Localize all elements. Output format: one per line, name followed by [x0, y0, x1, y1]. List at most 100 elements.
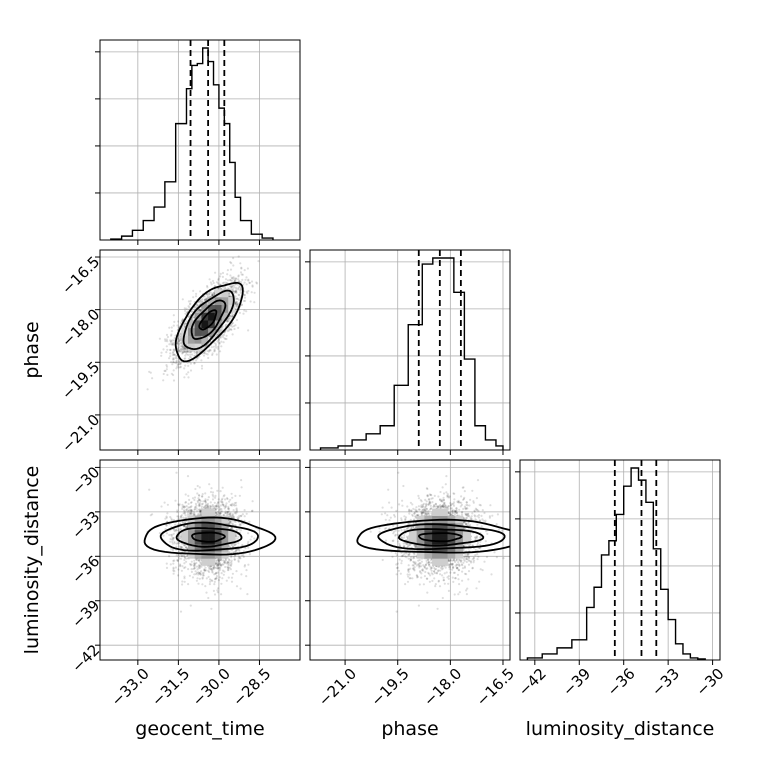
sample-point	[224, 565, 227, 569]
sample-point	[182, 345, 185, 348]
sample-point	[243, 309, 246, 312]
sample-point	[241, 273, 244, 276]
sample-point	[177, 542, 180, 545]
sample-point	[191, 576, 195, 579]
sample-point	[220, 559, 223, 562]
sample-point	[186, 511, 189, 514]
sample-point	[217, 579, 220, 582]
sample-point	[178, 503, 181, 506]
sample-point	[170, 342, 173, 345]
sample-point	[242, 299, 245, 303]
sample-point	[187, 305, 190, 308]
sample-point	[225, 334, 228, 337]
sample-point	[231, 526, 234, 529]
sample-point	[234, 550, 237, 553]
sample-point	[168, 326, 171, 329]
sample-point	[186, 475, 190, 478]
sample-point	[198, 502, 201, 505]
sample-point	[213, 565, 216, 568]
sample-point	[235, 300, 238, 303]
sample-point	[245, 512, 248, 515]
sample-point	[203, 351, 206, 355]
sample-point	[207, 496, 210, 499]
sample-point	[179, 321, 182, 325]
sample-point	[235, 535, 238, 538]
sample-point	[172, 537, 175, 540]
sample-point	[213, 580, 216, 584]
sample-point	[228, 521, 231, 525]
sample-point	[176, 340, 179, 343]
sample-point	[175, 357, 178, 360]
sample-point	[149, 514, 152, 517]
sample-point	[215, 563, 218, 566]
sample-point	[172, 357, 175, 360]
sample-point	[232, 277, 235, 280]
sample-point	[211, 568, 214, 572]
sample-point	[243, 565, 246, 568]
sample-point	[179, 334, 182, 337]
sample-point	[238, 555, 241, 558]
sample-point	[184, 501, 188, 504]
sample-point	[224, 505, 227, 508]
sample-point	[189, 512, 192, 515]
sample-point	[178, 359, 181, 362]
sample-point	[234, 520, 237, 524]
sample-point	[195, 351, 198, 354]
sample-point	[240, 273, 243, 276]
sample-point	[198, 308, 201, 311]
sample-point	[170, 518, 174, 522]
sample-point	[230, 559, 233, 562]
sample-point	[204, 505, 208, 508]
sample-point	[257, 260, 260, 263]
sample-point	[217, 559, 221, 563]
sample-point	[242, 554, 245, 557]
sample-point	[177, 363, 180, 366]
sample-point	[164, 339, 167, 343]
sample-point	[177, 340, 180, 343]
sample-point	[194, 506, 197, 509]
sample-point	[228, 561, 231, 564]
sample-point	[185, 508, 189, 511]
sample-point	[212, 292, 215, 295]
sample-point	[198, 309, 201, 312]
sample-point	[233, 558, 236, 562]
sample-point	[178, 343, 181, 346]
sample-point	[227, 558, 230, 561]
sample-point	[195, 571, 199, 575]
sample-point	[238, 514, 241, 517]
sample-point	[183, 376, 186, 379]
sample-point	[195, 359, 198, 362]
sample-point	[233, 558, 236, 561]
sample-point	[203, 569, 206, 572]
sample-point	[196, 304, 199, 307]
sample-point	[175, 529, 178, 532]
sample-point	[193, 354, 196, 357]
sample-point	[214, 494, 217, 497]
sample-point	[210, 568, 213, 571]
sample-point	[180, 569, 183, 572]
sample-point	[186, 513, 189, 516]
sample-point	[199, 509, 202, 512]
sample-point	[174, 361, 177, 364]
sample-point	[179, 332, 182, 335]
sample-point	[172, 569, 175, 572]
sample-point	[173, 542, 176, 545]
sample-point	[184, 546, 188, 549]
sample-point	[178, 339, 181, 342]
sample-point	[187, 510, 190, 513]
sample-point	[228, 550, 231, 553]
panel-grid-2-0	[100, 460, 300, 660]
sample-point	[173, 570, 176, 573]
sample-point	[216, 564, 219, 567]
sample-point	[174, 499, 177, 502]
sample-point	[179, 366, 182, 369]
sample-point	[234, 548, 237, 552]
sample-point	[183, 322, 186, 325]
sample-point	[180, 344, 183, 347]
sample-point	[237, 293, 240, 296]
sample-point	[208, 349, 211, 352]
sample-point	[180, 347, 183, 350]
sample-point	[233, 504, 236, 507]
sample-point	[215, 513, 218, 517]
sample-point	[165, 364, 168, 367]
